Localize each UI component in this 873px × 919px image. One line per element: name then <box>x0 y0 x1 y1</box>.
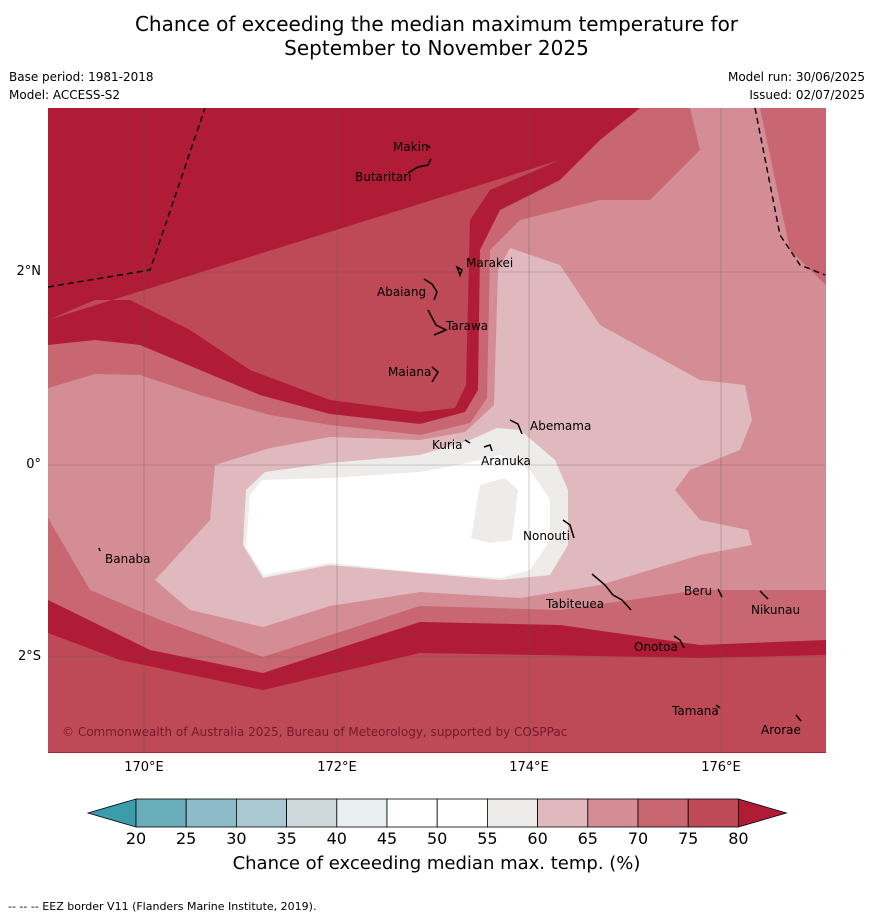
island-marakei <box>455 265 463 278</box>
label-beru: Beru <box>684 584 712 598</box>
label-arorae: Arorae <box>761 723 801 737</box>
title-line-1: Chance of exceeding the median maximum t… <box>134 12 739 36</box>
eez-border <box>48 108 826 288</box>
island-outlines <box>98 144 802 722</box>
label-marakei: Marakei <box>466 256 513 270</box>
colorbar-tick-label: 45 <box>376 829 398 848</box>
colorbar-tick-label: 55 <box>477 829 498 848</box>
label-makin: Makin <box>393 140 429 154</box>
island-nikunau <box>759 590 769 600</box>
colorbar-tick-label: 80 <box>728 829 749 848</box>
colorbar <box>86 798 788 828</box>
lon-label-172e: 172°E <box>317 760 357 775</box>
colorbar-swatch <box>336 798 388 828</box>
meta-right: Model run: 30/06/2025 Issued: 02/07/2025 <box>728 68 865 104</box>
label-onotoa: Onotoa <box>634 640 678 654</box>
colorbar-swatch <box>537 798 589 828</box>
island-arorae <box>795 714 802 722</box>
label-maiana: Maiana <box>388 365 431 379</box>
colorbar-swatch <box>235 798 287 828</box>
island-abemama <box>509 419 523 435</box>
meta-left: Base period: 1981-2018 Model: ACCESS-S2 <box>9 68 154 104</box>
band-75-80 <box>48 108 826 752</box>
band-50-55 <box>246 455 550 578</box>
label-tamana: Tamana <box>671 704 719 718</box>
island-maiana <box>431 366 439 383</box>
island-beru <box>717 588 723 598</box>
eez-footer-note: -- -- -- EEZ border V11 (Flanders Marine… <box>8 900 317 913</box>
label-banaba: Banaba <box>105 552 151 566</box>
label-aranuka: Aranuka <box>481 454 531 468</box>
label-tarawa: Tarawa <box>445 319 488 333</box>
colorbar-tick-label: 25 <box>176 829 197 848</box>
colorbar-tick-label: 40 <box>326 829 347 848</box>
colorbar-swatch <box>135 798 187 828</box>
island-makin <box>427 144 431 149</box>
lat-label-2n: 2°N <box>16 264 42 279</box>
colorbar-swatch <box>386 798 438 828</box>
island-tarawa <box>427 309 448 336</box>
label-tabiteuea: Tabiteuea <box>545 597 604 611</box>
colorbar-tick-label: 30 <box>226 829 247 848</box>
colorbar-tick-label: 50 <box>427 829 448 848</box>
colorbar-swatch <box>687 798 739 828</box>
lon-label-174e: 174°E <box>509 760 549 775</box>
base-period: Base period: 1981-2018 <box>9 70 154 84</box>
lon-label-170e: 170°E <box>124 760 164 775</box>
band-55-60-inner <box>471 478 518 543</box>
contour-field: Makin Butaritari Marakei Abaiang Tarawa … <box>48 108 826 753</box>
place-labels: Makin Butaritari Marakei Abaiang Tarawa … <box>105 140 801 737</box>
island-tabiteuea <box>591 573 632 611</box>
label-abaiang: Abaiang <box>377 285 426 299</box>
lat-label-0: 0° <box>26 457 41 472</box>
gridlines <box>48 108 826 752</box>
issued-date: Issued: 02/07/2025 <box>749 88 865 102</box>
colorbar-swatch <box>185 798 237 828</box>
label-nikunau: Nikunau <box>751 603 800 617</box>
island-abaiang <box>423 278 438 301</box>
model-run: Model run: 30/06/2025 <box>727 70 865 84</box>
island-kuria <box>464 439 471 444</box>
lon-label-176e: 176°E <box>701 760 741 775</box>
colorbar-title: Chance of exceeding median max. temp. (%… <box>232 853 641 874</box>
island-tamana <box>715 704 721 709</box>
map-title: Chance of exceeding the median maximum t… <box>0 12 873 60</box>
island-banaba <box>98 547 101 552</box>
copyright-notice: © Commonwealth of Australia 2025, Bureau… <box>62 725 567 739</box>
label-abemama: Abemama <box>530 419 591 433</box>
colorbar-tick-label: 70 <box>627 829 649 848</box>
colorbar-swatch <box>587 798 639 828</box>
colorbar-tick-label: 65 <box>577 829 598 848</box>
label-butaritari: Butaritari <box>355 170 412 184</box>
lat-label-2s: 2°S <box>17 649 41 664</box>
model-name: Model: ACCESS-S2 <box>9 88 121 102</box>
island-butaritari <box>407 158 432 174</box>
island-nonouti <box>562 519 575 539</box>
colorbar-extend-low <box>86 798 137 828</box>
colorbar-tick-label: 20 <box>125 829 147 848</box>
colorbar-swatch <box>286 798 338 828</box>
island-onotoa <box>673 635 685 649</box>
colorbar-swatch <box>436 798 488 828</box>
colorbar-tick-label: 60 <box>527 829 548 848</box>
colorbar-swatch <box>486 798 538 828</box>
island-aranuka <box>483 444 493 452</box>
title-line-2: September to November 2025 <box>284 36 589 60</box>
label-nonouti: Nonouti <box>523 529 570 543</box>
label-kuria: Kuria <box>432 438 463 452</box>
colorbar-swatch <box>637 798 689 828</box>
colorbar-extend-high <box>738 798 788 828</box>
colorbar-tick-label: 35 <box>276 829 297 848</box>
colorbar-tick-label: 75 <box>678 829 699 848</box>
